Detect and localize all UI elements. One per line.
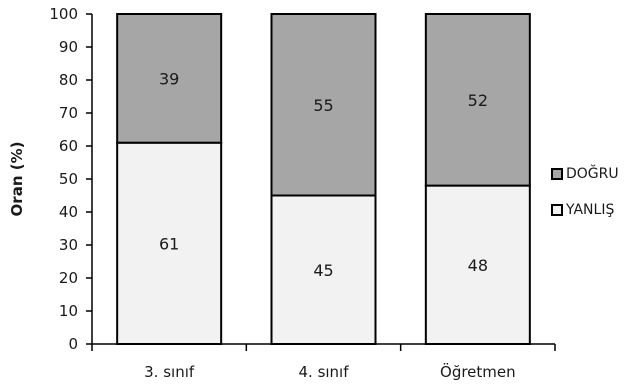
bar-dogru-3-sinif: [116, 13, 223, 144]
data-label-dogru-4-sinif: 55: [313, 96, 333, 115]
legend: DOĞRU YANLIŞ: [551, 165, 619, 237]
y-axis-label: Oran (%): [8, 142, 26, 217]
y-tick-label-90: 90: [59, 38, 78, 56]
legend-item-yanlis: YANLIŞ: [551, 201, 619, 218]
legend-swatch-yanlis: [551, 203, 563, 216]
y-tick-label-0: 0: [68, 335, 78, 353]
y-tick-label-20: 20: [59, 269, 78, 287]
legend-item-dogru: DOĞRU: [551, 165, 619, 182]
data-label-yanlis-3-sinif: 61: [159, 234, 179, 253]
y-tick-label-50: 50: [59, 170, 78, 188]
x-tick-label-3-sinif: 3. sınıf: [144, 363, 195, 381]
bar-yanlis-3-sinif: [116, 141, 223, 345]
y-tick-label-30: 30: [59, 236, 78, 254]
bar-dogru-ogretmen: [424, 13, 531, 187]
legend-label-yanlis: YANLIŞ: [566, 201, 615, 218]
x-tick-label-ogretmen: Öğretmen: [440, 362, 516, 381]
y-tick-label-70: 70: [59, 104, 78, 122]
legend-label-dogru: DOĞRU: [566, 165, 619, 182]
y-tick-label-60: 60: [59, 137, 78, 155]
y-tick-label-10: 10: [59, 302, 78, 320]
data-label-yanlis-ogretmen: 48: [468, 256, 488, 275]
y-tick-label-40: 40: [59, 203, 78, 221]
legend-swatch-dogru: [551, 167, 563, 180]
data-label-yanlis-4-sinif: 45: [313, 261, 333, 280]
bar-dogru-4-sinif: [270, 13, 377, 197]
y-tick-label-80: 80: [59, 71, 78, 89]
x-tick-label-4-sinif: 4. sınıf: [298, 363, 349, 381]
data-label-dogru-3-sinif: 39: [159, 69, 179, 88]
y-tick-label-100: 100: [49, 5, 78, 23]
data-label-dogru-ogretmen: 52: [468, 91, 488, 110]
